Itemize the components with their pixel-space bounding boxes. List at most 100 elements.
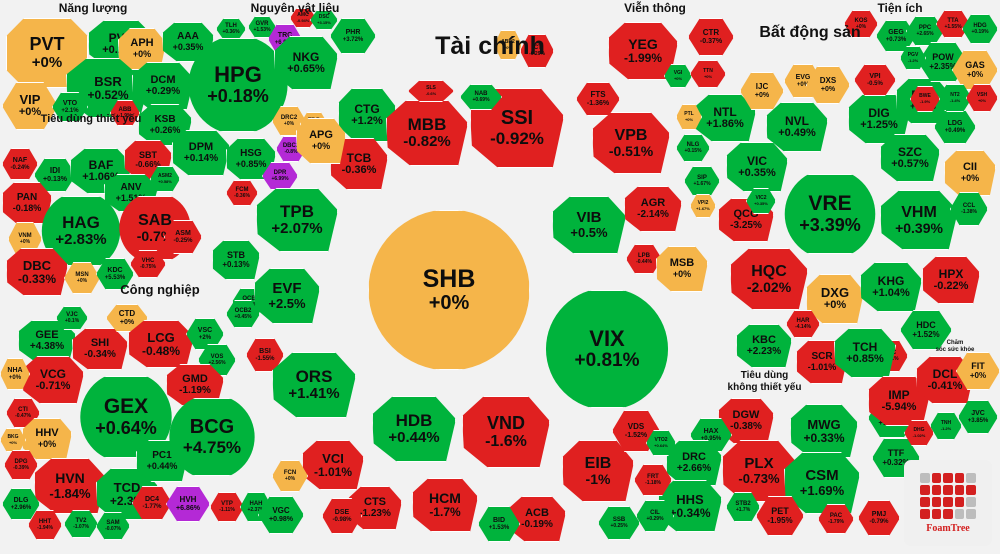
stock-tile[interactable]: FCM -0.36% — [226, 180, 258, 206]
stock-tile[interactable]: TV2 -1.07% — [64, 510, 98, 538]
stock-tile[interactable]: HCM -1.7% — [412, 478, 478, 532]
stock-tile[interactable]: HDG +0.19% — [962, 14, 998, 44]
stock-tile[interactable]: ACB -0.19% — [508, 496, 566, 542]
stock-tile[interactable]: CII +0% — [944, 150, 996, 196]
stock-tile[interactable]: DRC +2.66% — [666, 440, 722, 486]
stock-tile[interactable]: NVL +0.49% — [766, 102, 828, 152]
stock-tile[interactable]: TCB -0.36% — [330, 138, 388, 190]
stock-tile[interactable]: MSN +0% — [64, 262, 100, 294]
stock-tile[interactable]: HVH +6.86% — [166, 486, 210, 522]
stock-tile[interactable]: HDC +1.52% — [900, 310, 952, 350]
stock-change-pct: +0% — [796, 81, 810, 88]
stock-tile[interactable]: SHB +0% — [368, 210, 530, 370]
stock-tile[interactable]: PHR +3.72% — [330, 18, 376, 54]
stock-tile[interactable]: SBT -0.66% — [124, 140, 172, 180]
stock-tile[interactable]: VND -1.6% — [462, 396, 550, 468]
stock-tile[interactable]: BCG +4.75% — [169, 398, 255, 476]
stock-ticker: STB2 — [735, 501, 751, 508]
stock-tile[interactable]: KHG +1.04% — [860, 262, 922, 312]
stock-tile[interactable]: HVN -1.84% — [34, 458, 106, 514]
stock-change-pct: -1.9% — [118, 112, 132, 119]
stock-tile[interactable]: KBC +2.23% — [736, 324, 792, 368]
stock-tile[interactable]: TTN +0% — [690, 60, 726, 88]
stock-tile[interactable]: JVC +3.85% — [958, 400, 998, 434]
stock-tile[interactable]: PMJ -0.79% — [858, 500, 900, 536]
stock-tile[interactable]: DSC +3.15% — [310, 10, 338, 30]
stock-tile[interactable]: NAF -0.24% — [2, 148, 38, 180]
stock-tile[interactable]: VPI -0.5% — [854, 64, 896, 96]
stock-tile[interactable]: NTL +1.86% — [694, 94, 756, 142]
stock-tile[interactable]: MWG +0.33% — [790, 404, 858, 458]
stock-tile[interactable]: VHM +0.39% — [880, 190, 958, 250]
stock-tile[interactable]: VIP +0% — [2, 82, 58, 130]
stock-tile[interactable]: AGR -2.14% — [624, 186, 682, 232]
stock-tile[interactable]: STB +0.13% — [212, 240, 260, 280]
stock-tile[interactable]: GEE +4.38% — [18, 320, 76, 362]
sector-label-financials[interactable]: Tài chính — [435, 32, 545, 60]
stock-tile[interactable]: FCN +0% — [272, 460, 308, 492]
stock-tile[interactable]: APG +0% — [296, 118, 346, 164]
stock-tile[interactable]: LCG -0.48% — [128, 320, 194, 368]
stock-tile[interactable]: YEG -1.99% — [608, 22, 678, 80]
stock-tile[interactable]: CTG +1.2% — [338, 88, 396, 142]
stock-tile[interactable]: FTS -1.36% — [576, 82, 620, 116]
stock-tile[interactable]: SLS -0.6% — [408, 80, 454, 102]
stock-tile[interactable]: HDB +0.44% — [372, 396, 456, 462]
stock-tile[interactable]: VIB +0.5% — [552, 196, 626, 254]
stock-tile[interactable]: HQC -2.02% — [730, 248, 808, 310]
stock-tile[interactable]: ICT -0.29% — [520, 34, 554, 68]
stock-tile[interactable]: VPB -0.51% — [592, 112, 670, 174]
sector-label-energy[interactable]: Năng lượng — [58, 1, 128, 15]
stock-tile[interactable]: TPB +2.07% — [256, 188, 338, 252]
stock-tile[interactable]: KOS +0% — [844, 10, 878, 38]
stock-tile[interactable]: VTP -1.11% — [210, 492, 244, 522]
stock-tile[interactable]: VCG -0.71% — [22, 356, 84, 404]
stock-tile[interactable]: DXG +0% — [806, 274, 864, 324]
stock-tile[interactable]: VRE +3.39% — [784, 174, 876, 254]
stock-tile[interactable]: HPG +0.18% — [188, 38, 288, 132]
sector-label-telecom[interactable]: Viễn thông — [624, 1, 686, 15]
stock-tile[interactable]: NKG +0.65% — [274, 36, 338, 90]
stock-tile[interactable]: DPM +0.14% — [172, 130, 230, 176]
stock-tile[interactable]: GVR +1.53% — [248, 16, 276, 38]
stock-tile[interactable]: VIX +0.81% — [545, 290, 669, 408]
stock-ticker: TCH — [852, 339, 878, 354]
stock-tile[interactable]: HHV +0% — [22, 418, 72, 460]
stock-tile[interactable]: VIC +0.35% — [726, 142, 788, 192]
stock-ticker: PMJ — [871, 510, 887, 518]
stock-tile[interactable]: MBB -0.82% — [386, 100, 468, 166]
stock-tile[interactable]: CCL -1.38% — [950, 192, 988, 226]
stock-tile[interactable]: ABB2 +0% — [494, 30, 522, 60]
stock-tile[interactable]: ORS +1.41% — [272, 352, 356, 418]
stock-ticker: VDS — [627, 421, 645, 431]
stock-tile[interactable]: HPX -0.22% — [922, 256, 980, 304]
stock-tile[interactable]: PLX -0.73% — [722, 440, 796, 502]
stock-tile[interactable]: VPI2 +1.67% — [690, 194, 716, 218]
stock-ticker: LCG — [147, 329, 175, 345]
stock-tile[interactable]: CSM +1.69% — [784, 452, 860, 514]
stock-tile[interactable]: SHI -0.34% — [72, 328, 128, 370]
stock-tile[interactable]: TLH +0.36% — [216, 18, 246, 40]
stock-tile[interactable]: VCI -1.01% — [302, 440, 364, 490]
stock-tile[interactable]: SIP +1.67% — [684, 166, 720, 196]
stock-ticker: DPG — [14, 459, 28, 466]
stock-tile[interactable]: DBC -0.33% — [6, 248, 68, 296]
stock-change-pct: -0.18% — [12, 202, 42, 213]
stock-tile[interactable]: TCH +0.85% — [834, 328, 896, 378]
stock-tile[interactable]: TNH -1.2% — [930, 412, 962, 440]
stock-ticker: VPI — [869, 72, 881, 80]
stock-tile[interactable]: CTR -0.37% — [688, 18, 734, 56]
stock-change-pct: +0.18% — [207, 86, 269, 107]
stock-tile[interactable]: PVT +0% — [6, 18, 88, 88]
stock-tile[interactable]: MSB +0% — [656, 246, 708, 292]
stock-ticker: JVC — [971, 409, 985, 417]
stock-tile[interactable]: EIB -1% — [562, 440, 634, 502]
stock-tile[interactable]: NLG +0.15% — [676, 134, 710, 162]
stock-change-pct: +6.99% — [271, 175, 289, 182]
stock-tile[interactable]: DCM +0.29% — [132, 62, 194, 110]
stock-tile[interactable]: EVF +2.5% — [254, 268, 320, 324]
stock-tile[interactable]: SZC +0.57% — [880, 134, 940, 182]
stock-change-pct: +1.7% — [735, 506, 751, 513]
stock-tile[interactable]: SSB +0.25% — [598, 506, 640, 540]
